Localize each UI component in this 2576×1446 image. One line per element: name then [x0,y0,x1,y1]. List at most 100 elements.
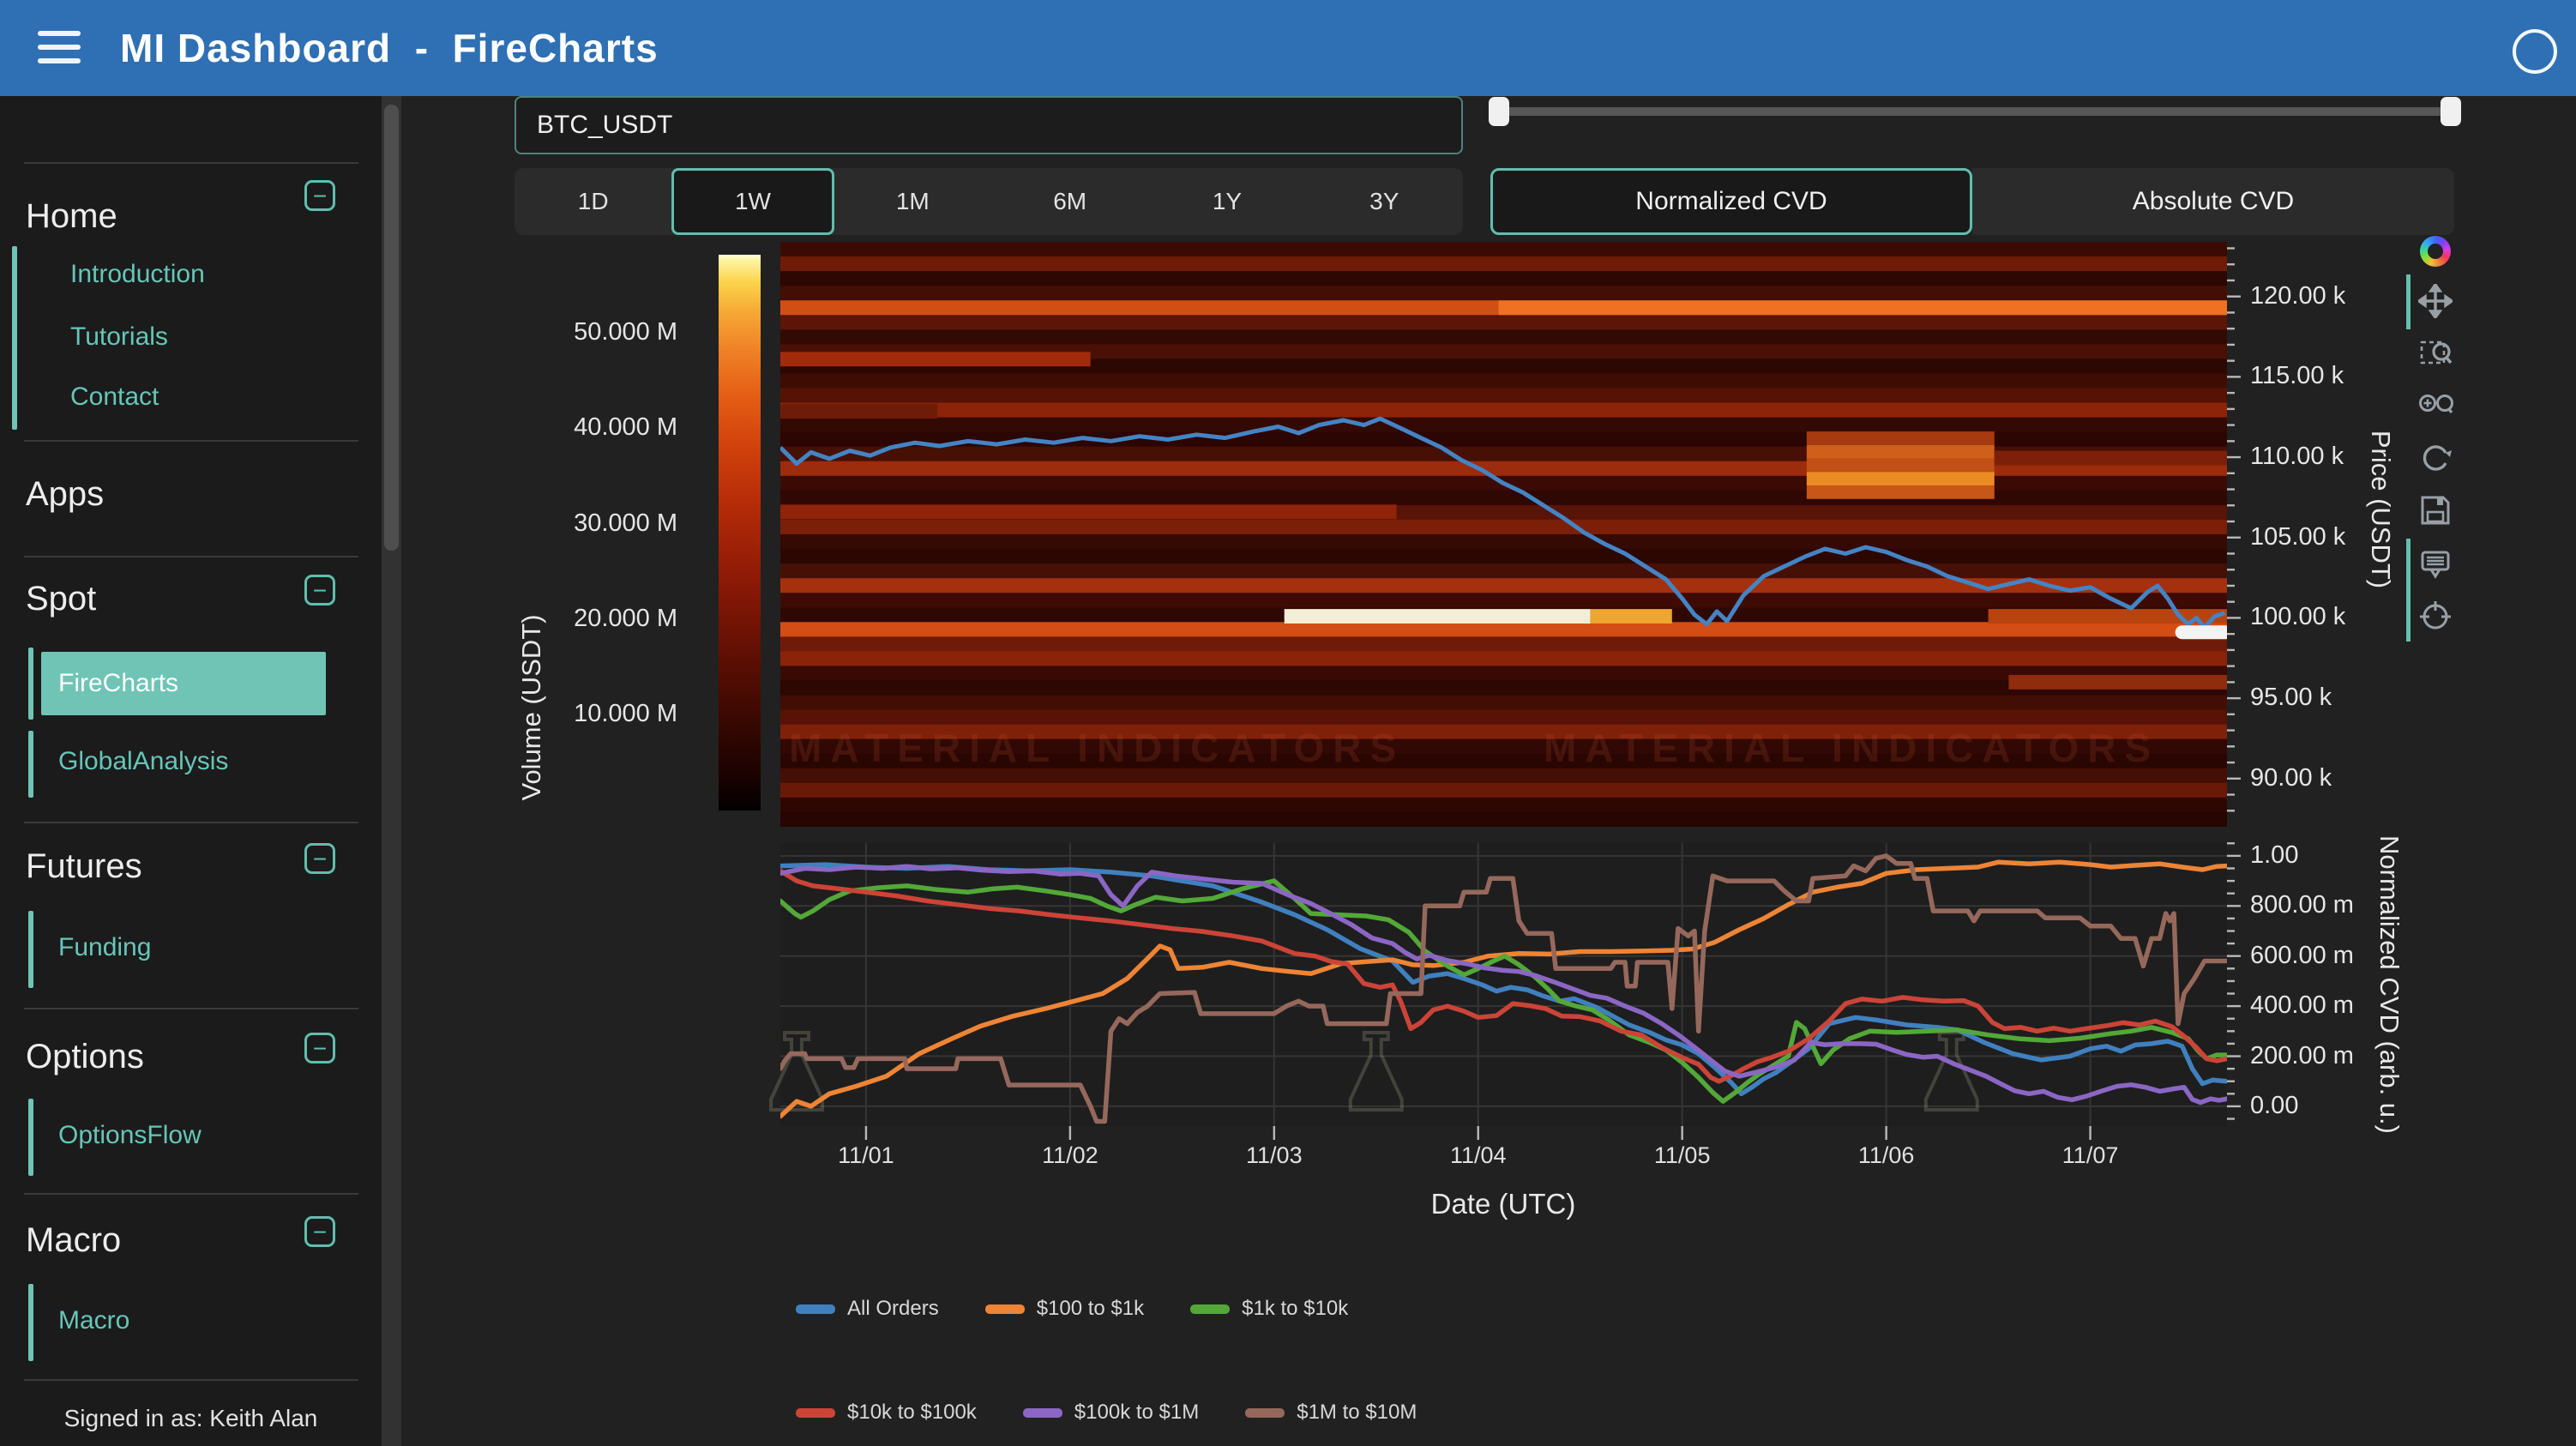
legend-label: $100 to $1k [1036,1297,1145,1320]
modebar-active-indicator [2406,539,2410,642]
zoom-in-out-icon[interactable] [2417,386,2454,424]
box-zoom-icon[interactable] [2417,334,2454,372]
volume-colorbar [719,255,761,810]
heatmap-layer: MATERIAL INDICATORS MATERIAL INDICATORS [780,242,2227,827]
symbol-input[interactable] [515,96,1463,154]
sidebar-accent-bar [28,648,33,720]
price-tick-label: 95.00 k [2250,684,2332,712]
axis-ticks [864,247,2241,1140]
date-tick-label: 11/06 [1857,1142,1915,1168]
collapse-toggle-icon[interactable]: − [304,180,335,211]
cvd-plot-bg [780,843,2227,1126]
sidebar-divider [24,822,358,823]
x-axis-title: Date (UTC) [1430,1188,1576,1220]
timeframe-button-3y[interactable]: 3Y [1369,188,1399,214]
cvd-tick-label: 1.00 [2250,840,2299,869]
hamburger-menu-icon[interactable] [38,29,81,67]
sidebar-item-funding[interactable]: Funding [58,933,152,961]
cvd-mode-selector: Normalized CVD Absolute CVD [1490,168,2454,235]
cvd-mode-button-normalized-cvd[interactable]: Normalized CVD [1490,168,1972,235]
sidebar-item-introduction[interactable]: Introduction [70,260,205,288]
cvd-axis-title: Normalized CVD (arb. u.) [2374,835,2404,1134]
legend-item--100k-to-1m[interactable]: $100k to $1M [1022,1401,1199,1425]
legend-item--1k-to-10k[interactable]: $1k to $10k [1190,1297,1348,1321]
cvd-series--100-to-1k [780,859,2227,1119]
price-axis-title: Price (USDT) [2366,430,2396,589]
crosshair-icon[interactable] [2417,598,2454,636]
date-range-slider[interactable] [1497,107,2451,116]
watermark-flask-outline [1923,1031,1979,1112]
sidebar: Home − Introduction Tutorials Contact Apps Spo… [0,96,382,1446]
timeframe-button-6m[interactable]: 6M [1053,188,1087,214]
pan-icon[interactable] [2417,282,2454,320]
date-tick-label: 11/02 [1042,1142,1098,1168]
legend-label: All Orders [847,1297,939,1320]
sidebar-item-globalanalysis[interactable]: GlobalAnalysis [58,747,229,775]
legend-item--100-to-1k[interactable]: $100 to $1k [984,1297,1145,1321]
autoscale-icon[interactable] [2417,439,2454,477]
timeframe-button-1w[interactable]: 1W [671,168,834,235]
date-tick-label: 11/03 [1246,1142,1303,1168]
colorbar-tick-label: 50.000 M [574,318,677,346]
sidebar-section-title-apps: Apps [26,475,105,513]
sidebar-item-firecharts[interactable]: FireCharts [41,652,326,715]
legend-item-all-orders[interactable]: All Orders [796,1297,939,1321]
signed-in-status: Signed in as: Keith Alan [63,1405,318,1431]
range-slider-right-handle[interactable] [2441,97,2461,126]
timeframe-button-1d[interactable]: 1D [577,188,609,214]
cvd-tick-label: 400.00 m [2250,991,2354,1020]
sidebar-divider [24,1008,358,1009]
legend-label: $10k to $100k [847,1401,977,1424]
sidebar-divider [24,162,358,164]
date-tick-label: 11/04 [1449,1142,1507,1168]
sidebar-divider [24,1379,358,1381]
sidebar-section-title-spot: Spot [26,580,97,618]
hover-tooltip-icon[interactable] [2417,545,2454,582]
timeframe-button-1m[interactable]: 1M [895,188,930,214]
cvd-tick-label: 0.00 [2250,1091,2299,1119]
sidebar-item-tutorials[interactable]: Tutorials [70,322,168,351]
sidebar-accent-bar [12,246,17,430]
price-tick-label: 110.00 k [2250,443,2344,471]
header-circle-icon[interactable] [2513,29,2557,74]
sidebar-divider [24,440,358,442]
sidebar-item-macro[interactable]: Macro [58,1306,130,1335]
timeframe-button-1y[interactable]: 1Y [1212,188,1243,214]
sidebar-item-contact[interactable]: Contact [70,383,159,411]
sidebar-divider [24,1193,358,1195]
price-line [780,416,2226,630]
sidebar-scrollbar[interactable] [382,96,401,1446]
collapse-toggle-icon[interactable]: − [304,1216,335,1247]
legend-swatch [1245,1407,1285,1418]
sidebar-item-optionsflow[interactable]: OptionsFlow [58,1121,202,1149]
colorbar-tick-label: 10.000 M [574,699,677,727]
legend-item--10k-to-100k[interactable]: $10k to $100k [796,1401,977,1425]
save-snapshot-icon[interactable] [2417,491,2454,529]
legend-row-2: $10k to $100k $100k to $1M $1M to $10M [796,1401,1417,1425]
sidebar-scrollbar-thumb[interactable] [384,105,399,551]
date-tick-label: 11/07 [2061,1142,2119,1168]
cvd-series--100k-to-1m [780,864,2227,1106]
cvd-mode-button-absolute-cvd[interactable]: Absolute CVD [1972,168,2454,235]
watermark-text: MATERIAL INDICATORS [789,726,1405,770]
date-tick-label: 11/05 [1653,1142,1711,1168]
watermark-flask-outline [1348,1031,1404,1112]
range-slider-left-handle[interactable] [1489,97,1509,126]
legend-item--1m-to-10m[interactable]: $1M to $10M [1245,1401,1417,1425]
cvd-plot-area[interactable] [780,843,2227,1126]
collapse-toggle-icon[interactable]: − [304,843,335,874]
colorbar-tick-label: 30.000 M [574,509,677,537]
cvd-series--1k-to-10k [780,878,2227,1104]
price-tick-label: 115.00 k [2250,362,2344,390]
plotly-logo-icon [2417,232,2454,270]
collapse-toggle-icon[interactable]: − [304,1033,335,1063]
modebar-active-indicator [2406,274,2410,329]
cvd-series--10k-to-100k [780,868,2227,1084]
cvd-tick-label: 600.00 m [2250,941,2354,969]
price-tick-label: 120.00 k [2250,281,2346,310]
sidebar-section-title-macro: Macro [26,1221,122,1259]
heatmap-plot-area[interactable] [780,242,2227,827]
collapse-toggle-icon[interactable]: − [304,575,335,606]
